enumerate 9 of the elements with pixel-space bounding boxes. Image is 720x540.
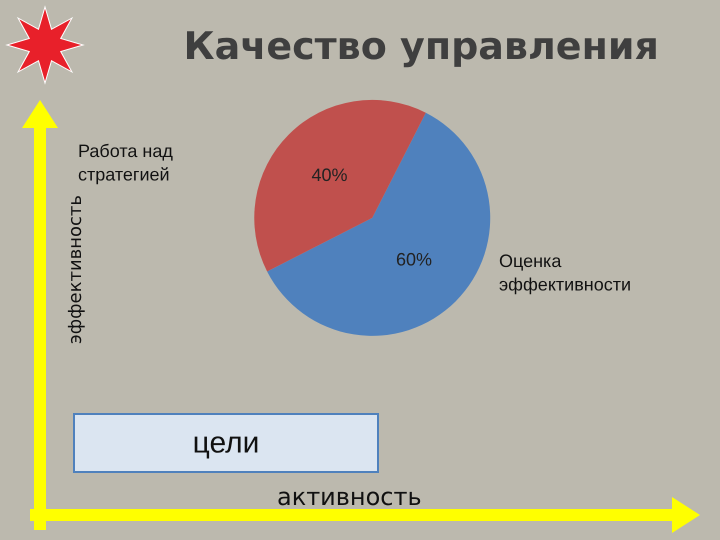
data-label: 60%	[396, 250, 432, 270]
text: активность	[277, 483, 422, 511]
data-label: 40%	[311, 165, 348, 186]
pie-slice	[267, 112, 490, 336]
slice-label: Работа над стратегией	[78, 141, 174, 184]
text: цели	[192, 426, 260, 460]
chart-title: Качество управления	[184, 24, 659, 68]
slice-label: Оценка эффективности	[499, 251, 632, 294]
text: эффективность	[65, 194, 86, 344]
